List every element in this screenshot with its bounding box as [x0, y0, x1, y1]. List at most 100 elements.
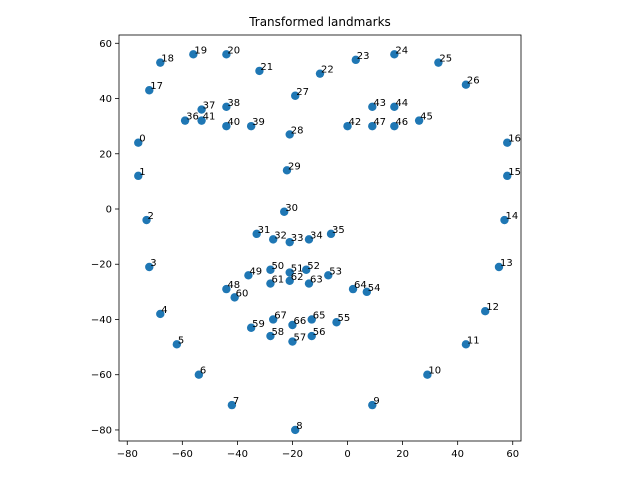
- landmark-point-39: [246, 121, 256, 131]
- landmark-label-27: 27: [296, 87, 309, 98]
- y-tick-label: −20: [91, 260, 112, 271]
- landmark-point-40: [222, 121, 231, 131]
- landmark-label-41: 41: [203, 112, 216, 123]
- landmark-point-34: [304, 235, 314, 244]
- landmark-point-67: [268, 315, 278, 324]
- landmark-point-27: [291, 91, 300, 100]
- landmark-label-55: 55: [338, 313, 351, 324]
- landmark-label-38: 38: [227, 98, 240, 109]
- x-tick-label: −40: [227, 449, 248, 460]
- y-tick-label: 40: [99, 94, 112, 105]
- landmark-point-1: [134, 171, 143, 181]
- landmark-label-22: 22: [321, 65, 334, 76]
- landmark-point-2: [142, 215, 151, 225]
- landmark-label-62: 62: [291, 272, 304, 283]
- landmark-label-14: 14: [505, 211, 518, 222]
- landmark-label-8: 8: [296, 421, 302, 432]
- landmark-label-31: 31: [258, 225, 271, 236]
- landmark-point-31: [252, 229, 261, 239]
- landmark-point-44: [390, 102, 399, 112]
- landmark-point-3: [145, 262, 154, 272]
- x-tick-label: 60: [506, 449, 519, 460]
- landmark-label-34: 34: [310, 230, 323, 241]
- landmark-point-41: [197, 116, 206, 125]
- landmark-label-0: 0: [139, 134, 145, 145]
- landmark-label-21: 21: [260, 62, 273, 73]
- landmark-point-56: [307, 331, 316, 341]
- landmark-point-10: [423, 370, 432, 379]
- plot-frame: [118, 34, 522, 442]
- x-tick-label: −80: [117, 449, 138, 460]
- landmark-point-60: [230, 293, 239, 302]
- landmark-label-40: 40: [227, 117, 240, 128]
- landmark-point-5: [172, 340, 182, 349]
- landmark-label-13: 13: [500, 258, 513, 269]
- landmark-label-65: 65: [313, 310, 326, 321]
- landmark-point-22: [315, 69, 325, 78]
- landmark-label-43: 43: [373, 98, 386, 109]
- landmark-label-28: 28: [291, 125, 304, 136]
- landmark-label-11: 11: [467, 335, 480, 346]
- landmark-label-2: 2: [148, 211, 154, 222]
- landmark-point-30: [280, 207, 289, 216]
- landmark-label-3: 3: [150, 258, 156, 269]
- landmark-label-26: 26: [467, 76, 480, 87]
- landmark-point-35: [326, 229, 336, 239]
- landmark-label-59: 59: [252, 319, 265, 330]
- landmark-point-32: [268, 235, 278, 244]
- landmark-point-28: [285, 130, 294, 139]
- landmark-point-46: [390, 121, 399, 131]
- landmark-point-36: [180, 116, 190, 125]
- x-tick-label: 40: [451, 449, 464, 460]
- landmark-label-54: 54: [368, 283, 381, 294]
- landmark-label-53: 53: [329, 266, 342, 277]
- landmark-label-63: 63: [310, 275, 323, 286]
- landmark-point-18: [156, 58, 165, 67]
- landmark-point-21: [255, 66, 264, 76]
- landmark-label-51: 51: [291, 264, 304, 275]
- landmark-point-33: [285, 237, 294, 247]
- landmark-point-61: [266, 279, 275, 288]
- landmark-label-23: 23: [357, 51, 370, 62]
- landmark-point-13: [494, 262, 504, 272]
- y-tick-label: 0: [106, 205, 112, 216]
- landmark-point-29: [282, 166, 292, 175]
- landmark-label-36: 36: [186, 112, 199, 123]
- x-tick-label: 20: [396, 449, 409, 460]
- x-tick-label: −20: [282, 449, 303, 460]
- y-tick-label: −40: [91, 315, 112, 326]
- landmark-point-59: [246, 323, 256, 332]
- landmark-label-32: 32: [274, 230, 287, 241]
- landmark-point-12: [481, 306, 490, 316]
- landmark-label-29: 29: [288, 161, 301, 172]
- landmark-point-9: [368, 400, 377, 410]
- y-tick-label: 20: [99, 149, 112, 160]
- landmark-label-50: 50: [271, 261, 284, 272]
- landmark-point-49: [244, 271, 253, 280]
- landmark-label-58: 58: [271, 327, 284, 338]
- landmark-label-4: 4: [161, 305, 167, 316]
- landmark-point-38: [222, 102, 231, 112]
- landmark-point-0: [134, 138, 143, 147]
- landmark-point-54: [362, 287, 372, 297]
- landmark-label-42: 42: [349, 117, 362, 128]
- landmark-point-11: [461, 340, 471, 349]
- landmark-label-57: 57: [293, 333, 306, 344]
- scatter-points: [134, 50, 512, 435]
- landmark-point-65: [307, 315, 316, 324]
- landmark-point-25: [434, 58, 443, 67]
- x-tick-label: 0: [344, 449, 350, 460]
- landmark-label-44: 44: [395, 98, 408, 109]
- landmark-label-48: 48: [227, 280, 240, 291]
- landmark-point-23: [351, 55, 360, 65]
- landmark-point-16: [503, 138, 512, 147]
- landmark-point-52: [302, 265, 311, 274]
- landmark-point-51: [285, 268, 294, 277]
- landmark-label-19: 19: [194, 45, 207, 56]
- landmark-point-66: [288, 320, 297, 330]
- landmark-label-47: 47: [373, 117, 386, 128]
- landmark-label-60: 60: [236, 288, 249, 299]
- landmark-point-47: [368, 121, 377, 131]
- landmark-label-17: 17: [150, 81, 163, 92]
